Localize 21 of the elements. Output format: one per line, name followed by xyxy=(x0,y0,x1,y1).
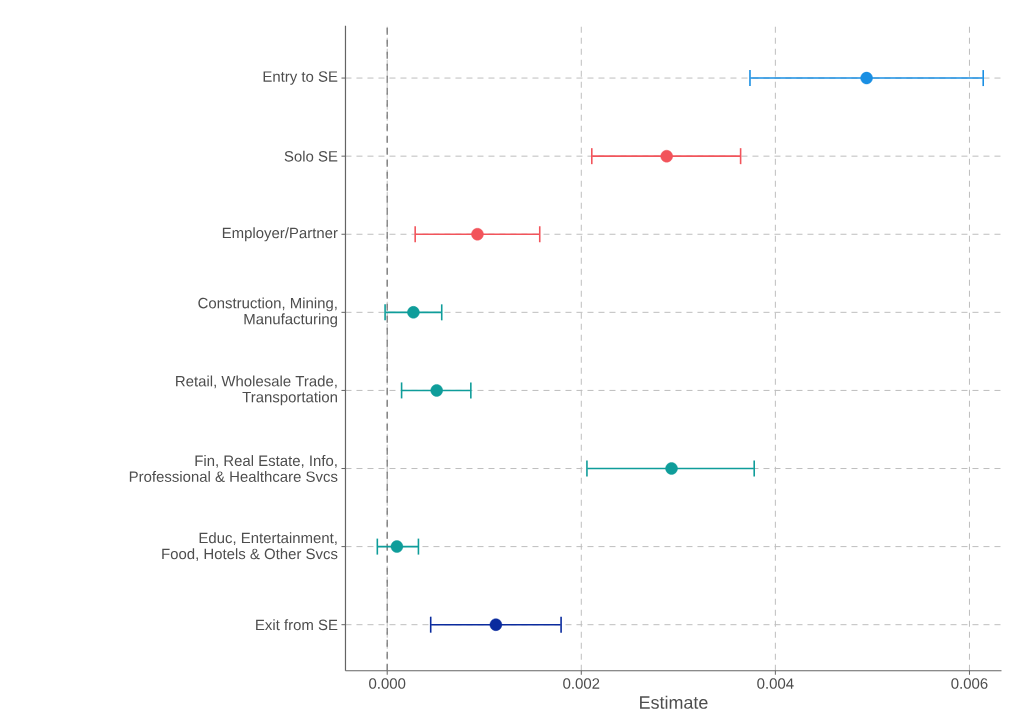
x-tick-label: 0.004 xyxy=(757,678,794,689)
point xyxy=(390,540,404,553)
point xyxy=(860,71,873,85)
x-tick-label: 0.000 xyxy=(369,678,406,689)
y-tick-label: Solo SE xyxy=(284,150,338,162)
y-tick-label: Employer/Partner xyxy=(222,227,338,242)
x-axis-title: Estimate xyxy=(640,695,708,709)
point xyxy=(407,306,420,319)
point xyxy=(665,462,678,475)
y-tick-label: Retail, Wholesale Trade, Transportation xyxy=(176,375,337,406)
x-tick-label: 0.006 xyxy=(951,678,988,689)
y-tick-label: Construction, Mining, Manufacturing xyxy=(198,297,337,328)
point xyxy=(430,384,443,397)
point xyxy=(489,618,503,631)
y-tick-label: Fin, Real Estate, Info, Professional & Healthcare Svcs xyxy=(129,455,338,482)
point xyxy=(471,228,484,241)
x-tick-label: 0.002 xyxy=(563,678,600,689)
y-tick-label: Educ, Entertainment, Food, Hotels & Other Svcs xyxy=(162,532,338,561)
y-tick-label: Entry to SE xyxy=(263,71,338,85)
y-tick-label: Exit from SE xyxy=(256,619,338,631)
point xyxy=(660,149,673,163)
